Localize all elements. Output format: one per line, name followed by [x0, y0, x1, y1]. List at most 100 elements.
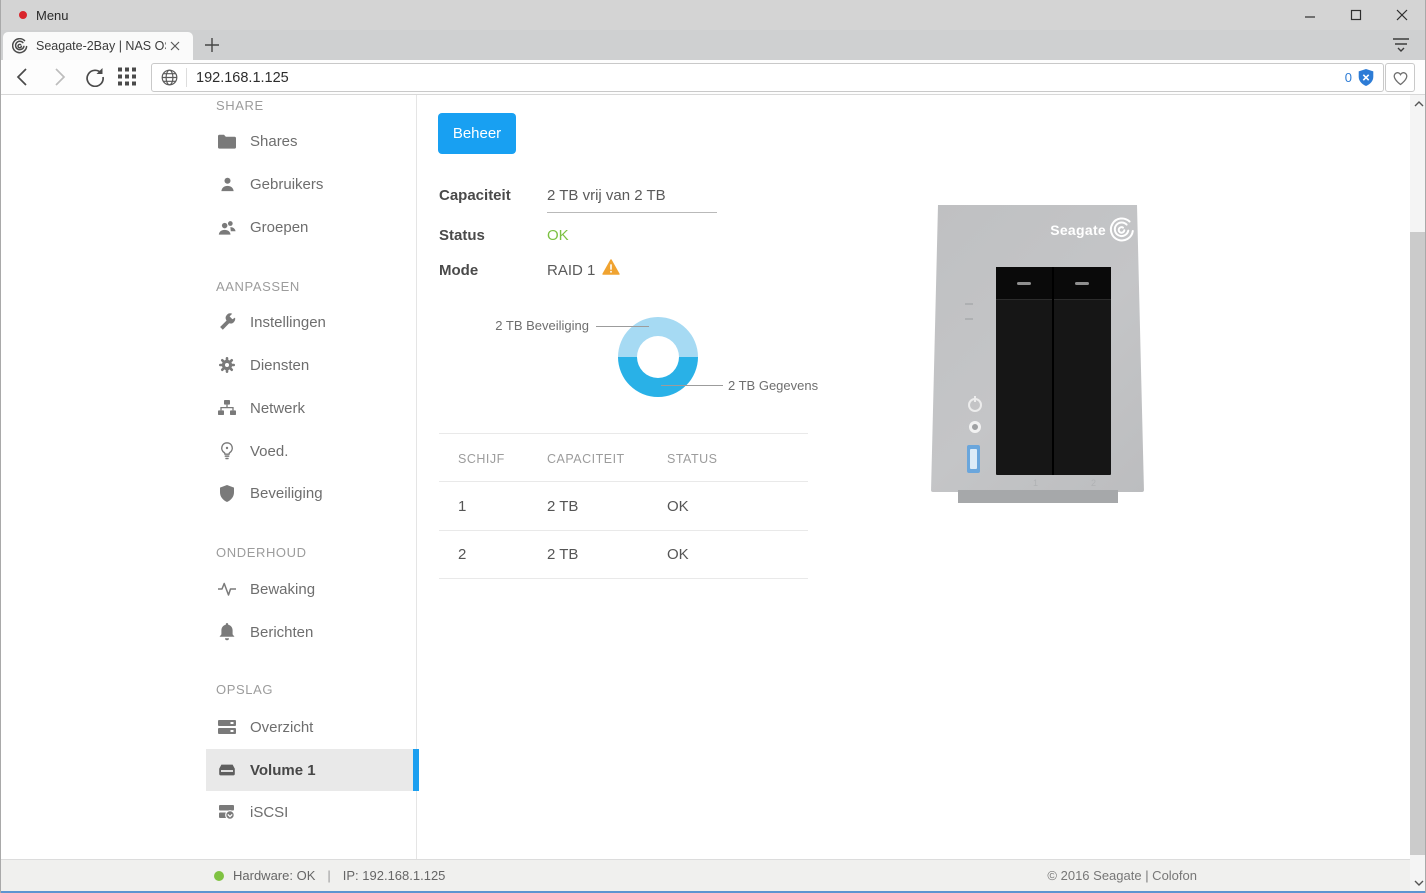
sidebar-item-diensten[interactable]: Diensten [206, 344, 413, 386]
tab-title: Seagate-2Bay | NAS OS [36, 39, 166, 53]
sidebar-section-share: SHARE [216, 98, 264, 113]
mode-value: RAID 1 [547, 262, 596, 279]
tab-close-button[interactable] [166, 37, 184, 55]
scroll-down-button[interactable] [1410, 874, 1425, 891]
bookmark-heart-button[interactable] [1385, 63, 1415, 92]
sidebar-item-berichten[interactable]: Berichten [206, 611, 413, 653]
opera-logo-icon [19, 11, 27, 19]
close-button[interactable] [1379, 0, 1425, 30]
active-item-indicator [413, 749, 419, 791]
manage-button[interactable]: Beheer [438, 113, 516, 154]
sidebar-item-label: Berichten [250, 623, 314, 641]
shield-icon [217, 484, 237, 502]
usb-port-icon [967, 445, 980, 473]
maximize-icon [1350, 9, 1362, 21]
scroll-up-button[interactable] [1410, 95, 1425, 112]
leader-line [661, 385, 723, 386]
folder-icon [217, 134, 237, 149]
sidebar-item-label: Shares [250, 132, 298, 150]
capacity-donut-chart [618, 317, 698, 397]
users-icon [217, 219, 237, 236]
gear-icon [217, 356, 237, 374]
minimize-button[interactable] [1287, 0, 1333, 30]
pulse-icon [217, 582, 237, 596]
sidebar-item-label: Voed. [250, 442, 289, 460]
new-tab-button[interactable] [199, 32, 225, 58]
sidebar-section-aanpassen: AANPASSEN [216, 279, 300, 294]
browser-menu-button[interactable]: Menu [7, 0, 81, 30]
adblock-shield-icon[interactable] [1358, 69, 1374, 86]
window-titlebar: Menu [1, 0, 1425, 30]
window-bottom-border [1, 891, 1425, 893]
sidebar-item-shares[interactable]: Shares [206, 120, 413, 162]
sidebar-item-netwerk[interactable]: Netwerk [206, 387, 413, 429]
table-divider [439, 433, 808, 434]
copyright-text[interactable]: © 2016 Seagate | Colofon [1047, 868, 1197, 883]
sidebar-item-groepen[interactable]: Groepen [206, 206, 413, 248]
sidebar-item-beveiliging[interactable]: Beveiliging [206, 472, 413, 514]
sidebar-item-bewaking[interactable]: Bewaking [206, 568, 413, 610]
speed-dial-button[interactable] [118, 67, 137, 87]
heart-icon [1393, 71, 1407, 85]
chevron-up-icon [1414, 100, 1423, 106]
disk-number: 2 [458, 546, 467, 563]
sidebar-item-label: Bewaking [250, 580, 316, 598]
browser-toolbar: 192.168.1.125 0 [1, 60, 1425, 95]
page-scrollbar[interactable] [1410, 95, 1425, 891]
address-separator [186, 68, 187, 87]
user-icon [217, 176, 237, 193]
sidebar-item-label: Beveiliging [250, 484, 323, 502]
maximize-button[interactable] [1333, 0, 1379, 30]
sidebar-section-opslag: OPSLAG [216, 682, 274, 697]
sidebar-item-label: Gebruikers [250, 175, 324, 193]
disk-capacity: 2 TB [547, 546, 579, 563]
url-text[interactable]: 192.168.1.125 [196, 69, 289, 86]
tab-bar: Seagate-2Bay | NAS OS [1, 30, 1425, 60]
sidebar-item-iscsi[interactable]: iSCSI [206, 791, 413, 833]
sidebar-item-label: Netwerk [250, 399, 306, 417]
capacity-label: Capaciteit [439, 187, 511, 204]
sidebar-item-label: iSCSI [250, 803, 289, 821]
close-icon [1396, 9, 1408, 21]
function-button-icon [969, 421, 981, 433]
bay-number-label: 1 [1033, 478, 1039, 488]
bay-handle [1075, 282, 1089, 285]
mode-label: Mode [439, 262, 479, 279]
nas-device-image: Seagate 1 2 [931, 205, 1146, 505]
plus-icon [205, 38, 219, 52]
warning-icon[interactable] [602, 259, 620, 275]
table-divider [439, 481, 808, 482]
tab-menu-button[interactable] [1391, 34, 1413, 56]
sidebar-item-overzicht[interactable]: Overzicht [206, 706, 413, 748]
scrollbar-thumb[interactable] [1410, 232, 1425, 855]
bell-icon [217, 623, 237, 641]
sidebar-item-volume-1[interactable]: Volume 1 [206, 749, 413, 791]
globe-icon [161, 69, 178, 86]
menu-label: Menu [36, 7, 69, 23]
hardware-status-dot-icon [214, 870, 224, 881]
seagate-favicon-icon [12, 38, 28, 54]
minimize-icon [1305, 16, 1315, 18]
table-divider [439, 530, 808, 531]
sidebar-item-label: Diensten [250, 356, 310, 374]
tab-menu-icon [1393, 38, 1409, 52]
disk-status: OK [667, 498, 689, 515]
col-header-capaciteit: CAPACITEIT [547, 452, 625, 466]
bay-number-label: 2 [1091, 478, 1097, 488]
bay-divider [1052, 267, 1054, 475]
col-header-schijf: SCHIJF [458, 452, 505, 466]
sidebar-item-label: Volume 1 [250, 761, 316, 779]
forward-button[interactable] [49, 67, 69, 87]
address-bar[interactable]: 192.168.1.125 0 [151, 63, 1384, 92]
reload-button[interactable] [85, 67, 105, 87]
bay-handle [1017, 282, 1031, 285]
sidebar-item-instellingen[interactable]: Instellingen [206, 301, 413, 343]
sidebar-item-gebruikers[interactable]: Gebruikers [206, 163, 413, 205]
capacity-underline [547, 212, 717, 213]
browser-tab[interactable]: Seagate-2Bay | NAS OS [3, 32, 193, 60]
back-button[interactable] [13, 67, 33, 87]
chevron-down-icon [1414, 880, 1423, 886]
sidebar-item-voed[interactable]: Voed. [206, 430, 413, 472]
power-button-stem [974, 396, 976, 402]
